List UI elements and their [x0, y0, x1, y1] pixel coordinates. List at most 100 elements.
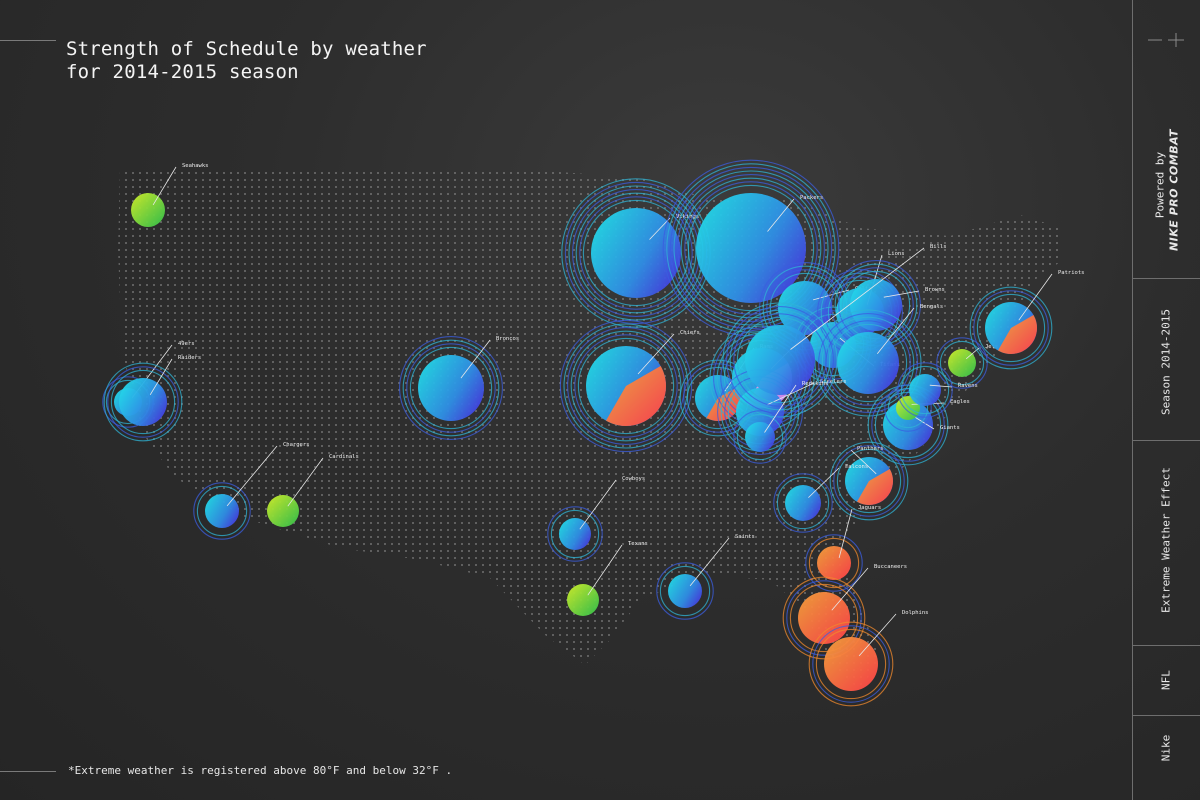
sidebar-separator [1132, 278, 1200, 279]
team-bubble-cardinals[interactable]: Cardinals [267, 454, 359, 527]
team-circle [798, 592, 850, 644]
team-label-jets: Jets [985, 344, 998, 350]
season-label: Season 2014-2015 [1159, 309, 1173, 415]
team-label-steelers: Steelers [820, 379, 847, 385]
team-label-seahawks: Seahawks [182, 163, 209, 169]
team-bubble-giants[interactable]: Giants [867, 384, 960, 466]
team-bubble-cowboys[interactable]: Cowboys [547, 476, 645, 562]
schedule-ring [193, 482, 251, 540]
schedule-ring [736, 316, 824, 404]
schedule-ring [110, 369, 176, 435]
schedule-ring [402, 339, 500, 437]
team-bubble-broncos[interactable]: Broncos [399, 336, 520, 440]
team-circle [668, 574, 702, 608]
schedule-ring [547, 506, 603, 562]
team-label-jaguars: Jaguars [858, 505, 881, 511]
team-label-saints: Saints [735, 534, 755, 540]
footnote-rule [0, 771, 56, 772]
schedule-ring [103, 362, 183, 442]
sidebar: Powered by NIKE PRO COMBAT Season 2014-2… [1132, 0, 1200, 800]
league-label: NFL [1159, 670, 1173, 690]
team-bubble-redskins[interactable]: Redskins [733, 381, 829, 464]
label-leader-line [587, 544, 623, 596]
team-bubble-falcons[interactable]: Falcons [773, 464, 868, 533]
extreme-weather-wedge [998, 315, 1037, 354]
schedule-ring [808, 537, 860, 589]
team-circle [559, 518, 591, 550]
schedule-ring [563, 323, 689, 449]
team-circle [948, 349, 976, 377]
label-leader-line [689, 537, 730, 587]
schedule-ring [656, 562, 714, 620]
team-label-eagles: Eagles [950, 399, 970, 405]
team-label-dolphins: Dolphins [902, 610, 929, 616]
team-bubble-eagles[interactable]: Eagles [884, 384, 970, 432]
brand-logo-text: NIKE PRO COMBAT [1167, 128, 1181, 252]
team-bubble-jets[interactable]: Jets [936, 337, 998, 389]
label-leader-line [790, 247, 925, 350]
team-label-broncos: Broncos [496, 336, 519, 342]
label-leader-line [152, 166, 177, 206]
team-bubble-chargers[interactable]: Chargers [193, 442, 310, 540]
sidebar-divider [1132, 0, 1133, 800]
team-bubble-jaguars[interactable]: Jaguars [805, 505, 881, 592]
team-circle [850, 279, 902, 331]
team-label-buccaneers: Buccaneers [874, 564, 907, 570]
schedule-ring [570, 330, 682, 442]
schedule-ring [976, 293, 1046, 363]
schedule-ring [815, 628, 887, 700]
team-label-cardinals: Cardinals [329, 454, 359, 460]
team-bubble-raiders[interactable]: Raiders [103, 355, 201, 442]
team-circle [745, 422, 775, 452]
schedule-ring [939, 340, 985, 386]
team-bubble-seahawks[interactable]: Seahawks [131, 163, 209, 227]
sidebar-separator [1132, 715, 1200, 716]
team-bubble-patriots[interactable]: Patriots [969, 270, 1085, 370]
schedule-ring [726, 306, 834, 414]
label-leader-line [883, 290, 920, 298]
team-label-panthers: Panthers [857, 446, 884, 452]
team-circle [131, 193, 165, 227]
team-circle [119, 378, 167, 426]
label-leader-line [1018, 273, 1053, 321]
label-leader-line [764, 384, 797, 433]
powered-by-label: Powered by [1153, 151, 1167, 219]
schedule-ring [776, 476, 830, 530]
schedule-ring [684, 181, 818, 315]
title-line-1: Strength of Schedule by weather [66, 38, 427, 60]
schedule-ring [884, 384, 932, 432]
team-bubbles: Seahawks 49ers Raiders Chargers Cardinals Bro… [102, 159, 1085, 707]
schedule-ring [773, 473, 833, 533]
schedule-ring [836, 448, 902, 514]
effect-label: Extreme Weather Effect [1159, 467, 1173, 613]
schedule-ring [789, 583, 859, 653]
team-circle [267, 495, 299, 527]
team-bubble-panthers[interactable]: Panthers [829, 441, 909, 521]
sponsor-label: Nike [1159, 734, 1173, 762]
label-leader-line [767, 382, 815, 406]
team-bubble-dolphins[interactable]: Dolphins [808, 610, 929, 707]
team-label-bills: Bills [930, 244, 947, 250]
team-label-vikings: Vikings [676, 214, 699, 220]
weather-map: Seahawks 49ers Raiders Chargers Cardinals Bro… [102, 159, 1085, 707]
team-bubble-texans[interactable]: Texans [567, 541, 648, 616]
team-circle [745, 325, 815, 395]
schedule-ring [812, 625, 890, 703]
schedule-ring [574, 334, 678, 438]
schedule-ring [550, 509, 600, 559]
team-label-packers: Packers [800, 195, 823, 201]
team-bubble-ravens[interactable]: Ravens [897, 362, 978, 418]
schedule-ring [936, 337, 988, 389]
team-bubble-chiefs[interactable]: Chiefs [559, 319, 700, 453]
schedule-ring [196, 485, 248, 537]
team-bubble-buccaneers[interactable]: Buccaneers [782, 564, 907, 660]
schedule-ring [662, 159, 840, 337]
schedule-ring [782, 576, 866, 660]
schedule-ring [680, 177, 822, 319]
schedule-ring [567, 327, 685, 445]
team-bubble-bills[interactable]: Bills [722, 244, 947, 418]
label-leader-line [858, 613, 897, 657]
team-bubble-saints[interactable]: Saints [656, 534, 755, 620]
label-leader-line [876, 307, 915, 354]
team-label-chiefs: Chiefs [680, 330, 700, 336]
